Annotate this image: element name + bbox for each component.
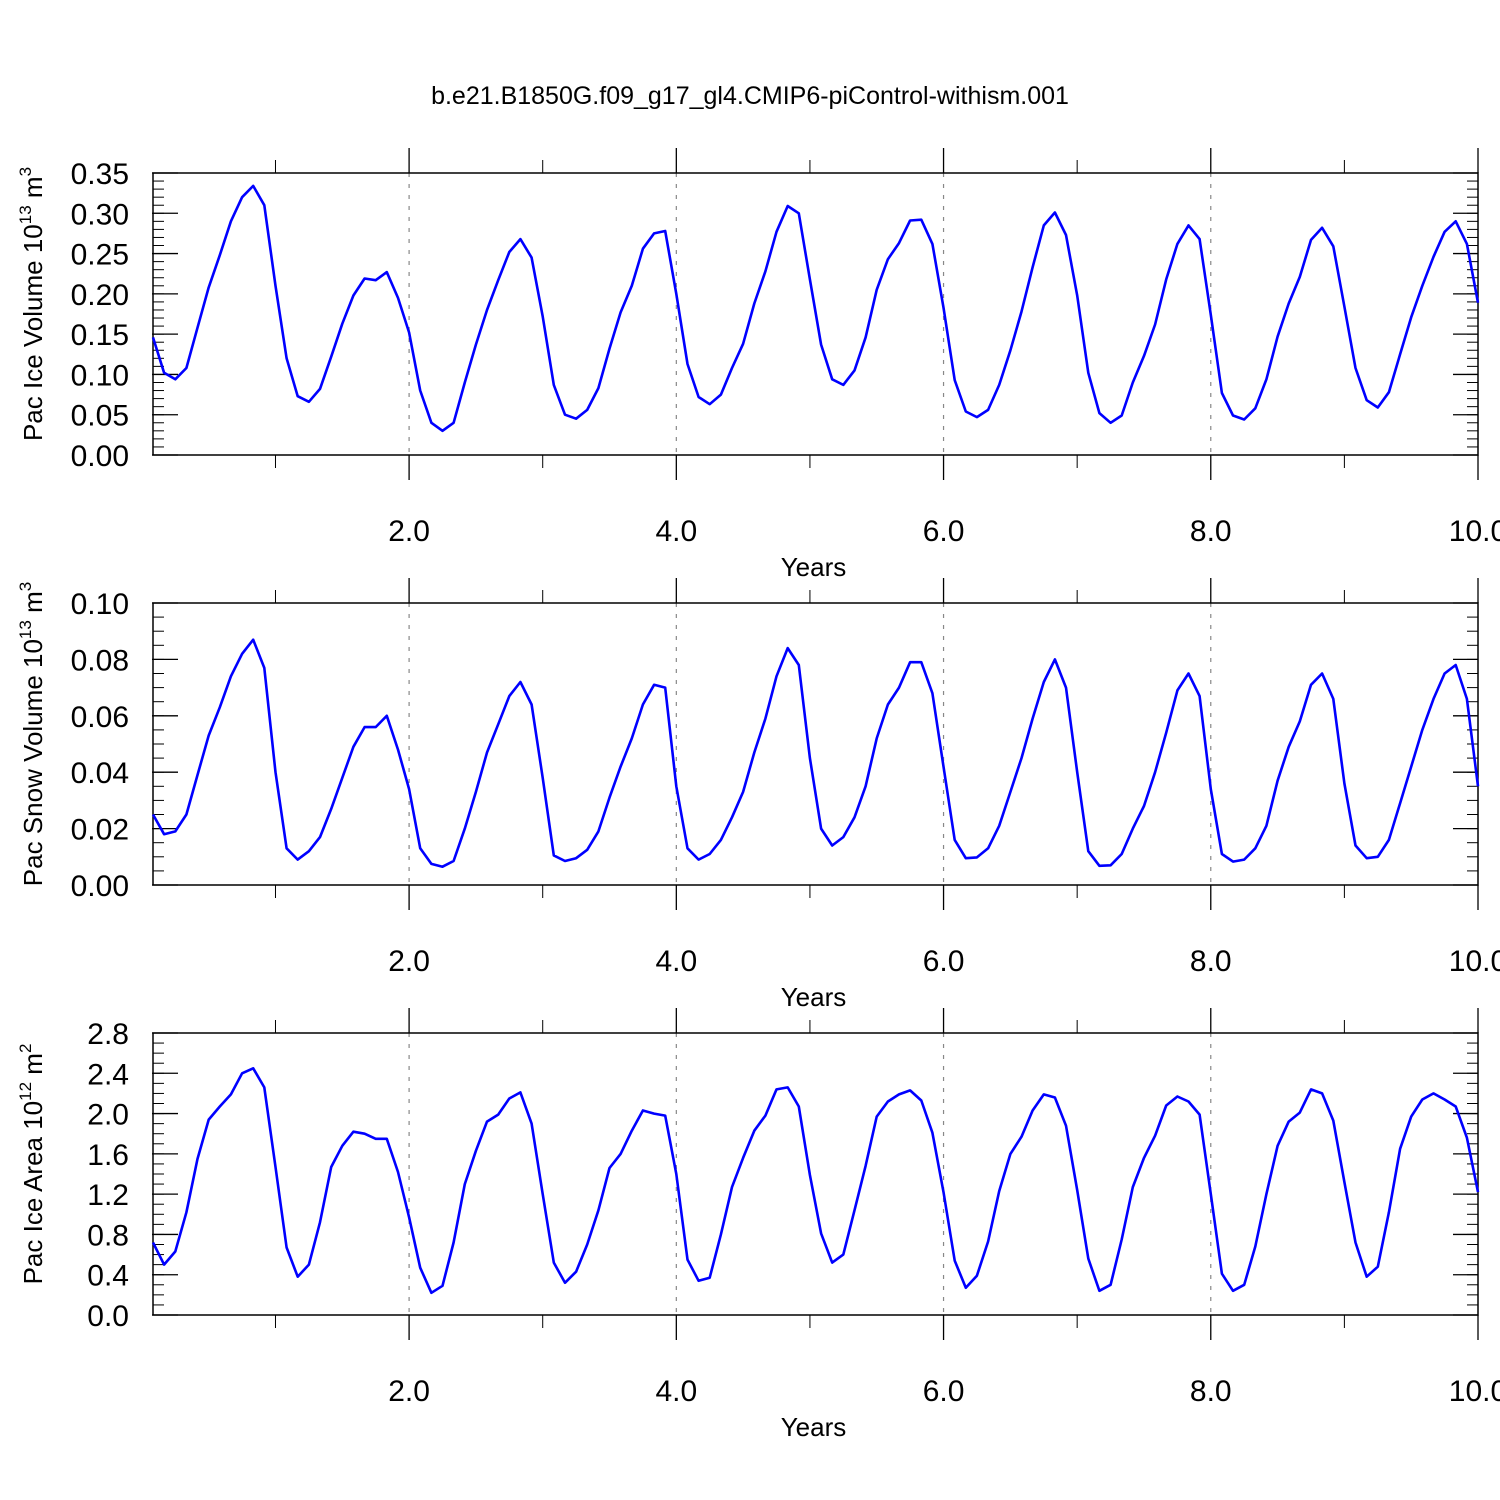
y-axis-label-part: Pac Ice Area 10 <box>18 1101 48 1285</box>
x-tick-label: 8.0 <box>1190 1375 1232 1408</box>
y-tick-label: 1.2 <box>87 1179 129 1212</box>
y-tick-label: 0.08 <box>71 644 129 677</box>
y-tick-label: 0.04 <box>71 757 129 790</box>
y-axis-label-part: m <box>18 591 48 620</box>
plot-frame <box>152 1032 1479 1316</box>
y-tick-label: 0.25 <box>71 239 129 272</box>
series-line <box>151 184 1480 433</box>
y-tick-label: 0.05 <box>71 400 129 433</box>
y-axis-label-part: 13 <box>16 620 35 639</box>
x-tick-label: 10.0 <box>1449 945 1500 978</box>
y-axis-label-part: 3 <box>16 582 35 591</box>
x-tick-label: 4.0 <box>655 1375 697 1408</box>
panel-ice-volume: 0.00 0.05 0.10 0.15 0.20 0.25 0.30 0.35 2.0 4.0 6.… <box>16 148 1500 582</box>
x-tick-label: 2.0 <box>388 1375 430 1408</box>
y-axis-label-part: 3 <box>16 167 35 176</box>
y-axis-label: Pac Snow Volume 1013 m3 <box>16 582 48 886</box>
y-tick-label: 2.8 <box>87 1018 129 1051</box>
x-tick-label: 8.0 <box>1190 515 1232 548</box>
y-axis-label-part: Pac Snow Volume 10 <box>18 639 48 886</box>
x-tick-label: 6.0 <box>923 515 965 548</box>
x-tick-label: 6.0 <box>923 945 965 978</box>
y-tick-label: 0.06 <box>71 701 129 734</box>
plot-frame <box>152 602 1479 886</box>
x-tick-label: 8.0 <box>1190 945 1232 978</box>
y-tick-label: 2.0 <box>87 1099 129 1132</box>
y-tick-label: 0.35 <box>71 158 129 191</box>
y-tick-label: 0.4 <box>87 1260 129 1293</box>
y-axis-label: Pac Ice Area 1012 m2 <box>16 1044 48 1285</box>
y-tick-label: 0.10 <box>71 588 129 621</box>
y-tick-label: 0.10 <box>71 359 129 392</box>
y-axis-label-part: m <box>18 176 48 205</box>
y-axis-label: Pac Ice Volume 1013 m3 <box>16 167 48 441</box>
y-tick-label: 0.15 <box>71 319 129 352</box>
y-axis-label-part: 13 <box>16 205 35 224</box>
panel-snow-volume: 0.00 0.02 0.04 0.06 0.08 0.10 2.0 4.0 6.0 8.0 10.0… <box>16 578 1500 1012</box>
x-tick-label: 2.0 <box>388 945 430 978</box>
y-axis-label-part: Pac Ice Volume 10 <box>18 224 48 441</box>
x-axis-label: Years <box>781 1412 847 1442</box>
y-tick-label: 0.02 <box>71 814 129 847</box>
x-axis-label: Years <box>781 552 847 582</box>
y-tick-label: 0.8 <box>87 1219 129 1252</box>
x-tick-label: 10.0 <box>1449 515 1500 548</box>
x-axis-label: Years <box>781 982 847 1012</box>
plot-frame <box>152 172 1479 456</box>
y-tick-label: 0.00 <box>71 440 129 473</box>
y-tick-label: 0.0 <box>87 1300 129 1333</box>
x-tick-label: 4.0 <box>655 515 697 548</box>
chart-title: b.e21.B1850G.f09_g17_gl4.CMIP6-piControl… <box>431 82 1069 110</box>
y-axis-label-part: 2 <box>16 1044 35 1053</box>
x-tick-label: 6.0 <box>923 1375 965 1408</box>
y-tick-label: 1.6 <box>87 1139 129 1172</box>
series-line <box>151 1067 1480 1295</box>
x-tick-label: 2.0 <box>388 515 430 548</box>
series-line <box>151 638 1480 869</box>
y-tick-label: 2.4 <box>87 1058 129 1091</box>
x-tick-label: 10.0 <box>1449 1375 1500 1408</box>
y-tick-label: 0.20 <box>71 279 129 312</box>
y-axis-label-part: 12 <box>16 1082 35 1101</box>
y-axis-label-part: m <box>18 1053 48 1082</box>
panel-ice-area: 0.0 0.4 0.8 1.2 1.6 2.0 2.4 2.8 2.0 4.0 6.0 8.0 10.0… <box>16 1008 1500 1442</box>
y-tick-label: 0.30 <box>71 198 129 231</box>
y-tick-label: 0.00 <box>71 870 129 903</box>
x-tick-label: 4.0 <box>655 945 697 978</box>
